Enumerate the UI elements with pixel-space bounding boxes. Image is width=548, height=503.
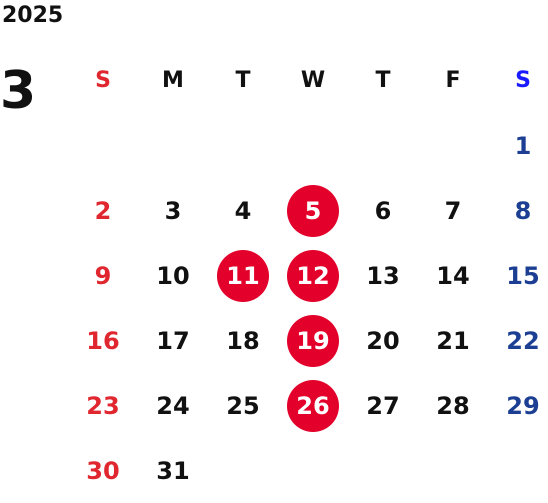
day-cell: 13	[348, 243, 418, 308]
day-cell-highlighted: 12	[278, 243, 348, 308]
day-number: 7	[444, 196, 462, 225]
day-number: 18	[226, 326, 260, 355]
weekday-header-monday: M	[162, 68, 184, 93]
day-number: 22	[506, 326, 540, 355]
day-cell: 27	[348, 373, 418, 438]
day-number: 13	[366, 261, 400, 290]
highlight-circle	[287, 314, 339, 367]
day-number: 24	[156, 391, 190, 420]
calendar-grid: S M T W T F S 1 2 3 4 5 6 7 8 9 10 11 12 13 14 15 16 17 1…	[68, 48, 548, 503]
empty-day-cell	[418, 438, 488, 503]
day-number: 27	[366, 391, 400, 420]
day-number: 9	[94, 261, 112, 290]
day-cell: 6	[348, 178, 418, 243]
weekday-header-thursday: T	[375, 68, 391, 93]
month-label: 3	[0, 61, 37, 121]
day-number: 5	[304, 196, 322, 225]
empty-day-cell	[278, 113, 348, 178]
day-cell-highlighted: 26	[278, 373, 348, 438]
day-number: 11	[226, 261, 260, 290]
day-cell: 15	[488, 243, 548, 308]
day-number: 12	[296, 261, 330, 290]
year-label: 2025	[2, 3, 64, 28]
weekday-header-row: S M T W T F S	[68, 48, 548, 113]
day-cell: 23	[68, 373, 138, 438]
day-cell: 31	[138, 438, 208, 503]
day-number: 16	[86, 326, 120, 355]
day-cell: 2	[68, 178, 138, 243]
day-cell: 18	[208, 308, 278, 373]
day-cell: 16	[68, 308, 138, 373]
empty-day-cell	[68, 113, 138, 178]
day-cell: 8	[488, 178, 548, 243]
empty-day-cell	[138, 113, 208, 178]
week-row: 9 10 11 12 13 14 15	[68, 243, 548, 308]
empty-day-cell	[348, 113, 418, 178]
day-cell: 10	[138, 243, 208, 308]
empty-day-cell	[278, 438, 348, 503]
day-number: 20	[366, 326, 400, 355]
day-cell: 22	[488, 308, 548, 373]
empty-day-cell	[208, 113, 278, 178]
empty-day-cell	[488, 438, 548, 503]
day-cell: 25	[208, 373, 278, 438]
day-cell: 4	[208, 178, 278, 243]
day-number: 28	[436, 391, 470, 420]
highlight-circle	[287, 249, 339, 302]
day-number: 3	[164, 196, 182, 225]
weekday-header-friday: F	[445, 68, 461, 93]
day-number: 14	[436, 261, 470, 290]
empty-day-cell	[208, 438, 278, 503]
highlight-circle	[287, 379, 339, 432]
day-cell: 14	[418, 243, 488, 308]
day-cell: 29	[488, 373, 548, 438]
day-cell: 17	[138, 308, 208, 373]
day-number: 25	[226, 391, 260, 420]
day-number: 1	[514, 131, 532, 160]
day-number: 31	[156, 456, 190, 485]
empty-day-cell	[348, 438, 418, 503]
weekday-header-wednesday: W	[300, 68, 326, 93]
weekday-header-tuesday: T	[235, 68, 251, 93]
day-cell: 28	[418, 373, 488, 438]
empty-day-cell	[418, 113, 488, 178]
weeks-container: 1 2 3 4 5 6 7 8 9 10 11 12 13 14 15 16 17 18 19 20 21 22 23 24 2…	[68, 113, 548, 503]
day-number: 19	[296, 326, 330, 355]
day-number: 10	[156, 261, 190, 290]
week-row: 23 24 25 26 27 28 29	[68, 373, 548, 438]
week-row: 1	[68, 113, 548, 178]
day-number: 21	[436, 326, 470, 355]
week-row: 16 17 18 19 20 21 22	[68, 308, 548, 373]
day-cell: 3	[138, 178, 208, 243]
day-cell: 30	[68, 438, 138, 503]
day-cell: 9	[68, 243, 138, 308]
day-number: 17	[156, 326, 190, 355]
day-number: 2	[94, 196, 112, 225]
day-number: 23	[86, 391, 120, 420]
day-number: 4	[234, 196, 252, 225]
day-number: 29	[506, 391, 540, 420]
week-row: 30 31	[68, 438, 548, 503]
day-cell: 20	[348, 308, 418, 373]
day-number: 8	[514, 196, 532, 225]
day-number: 26	[296, 391, 330, 420]
week-row: 2 3 4 5 6 7 8	[68, 178, 548, 243]
day-number: 6	[374, 196, 392, 225]
weekday-header-saturday: S	[515, 68, 531, 93]
highlight-circle	[287, 184, 339, 237]
day-number: 30	[86, 456, 120, 485]
day-number: 15	[506, 261, 540, 290]
day-cell: 24	[138, 373, 208, 438]
day-cell-highlighted: 19	[278, 308, 348, 373]
day-cell-highlighted: 11	[208, 243, 278, 308]
day-cell-highlighted: 5	[278, 178, 348, 243]
highlight-circle	[217, 249, 269, 302]
day-cell: 1	[488, 113, 548, 178]
weekday-header-sunday: S	[95, 68, 111, 93]
day-cell: 7	[418, 178, 488, 243]
day-cell: 21	[418, 308, 488, 373]
